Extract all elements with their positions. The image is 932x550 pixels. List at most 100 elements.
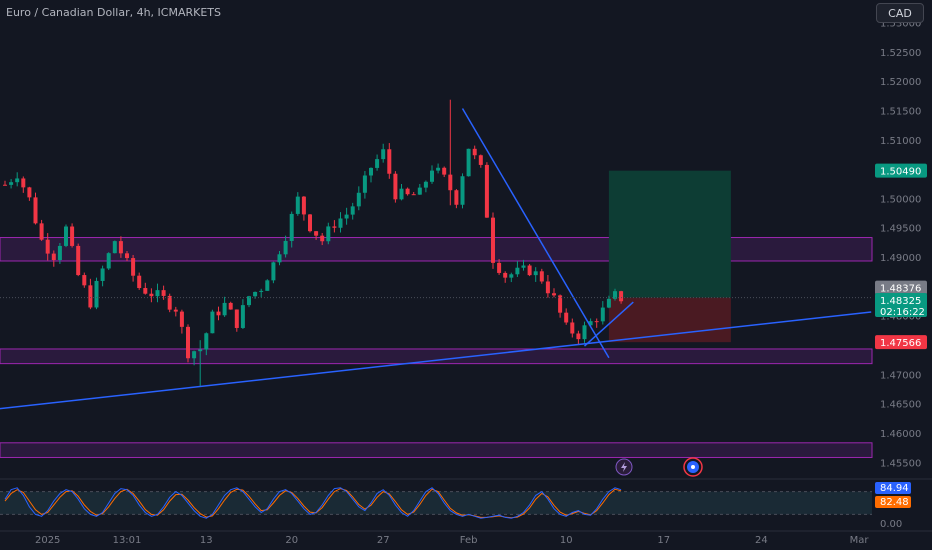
supply-demand-zone: [0, 442, 873, 458]
candle-body: [277, 254, 282, 263]
candle-body: [362, 175, 367, 193]
candle-body: [332, 226, 337, 228]
price-pane[interactable]: [0, 99, 873, 458]
candle-body: [100, 268, 105, 281]
candle-body: [76, 245, 81, 276]
candle-body: [125, 253, 129, 259]
loss-zone: [608, 297, 731, 343]
rsi-band: [0, 491, 872, 515]
candle-body: [210, 311, 215, 334]
candle-body: [558, 295, 563, 313]
candle-body: [381, 149, 386, 160]
last-price-label: 1.48376: [880, 284, 921, 295]
candle-body: [64, 226, 68, 246]
symbol-title: Euro / Canadian Dollar, 4h, ICMARKETS: [6, 6, 221, 19]
candle-body: [3, 184, 7, 186]
candle-body: [39, 223, 44, 240]
currency-button[interactable]: CAD: [876, 3, 924, 23]
candle-body: [442, 167, 447, 175]
candle-body: [515, 267, 520, 275]
time-tick-label: 10: [560, 535, 573, 546]
rsi-tick-label: 0.00: [880, 519, 902, 530]
candle-body: [88, 285, 93, 308]
candle-body: [472, 148, 477, 156]
stop-loss-label-bg: [875, 335, 927, 350]
current-price-label: 1.48325: [880, 296, 921, 307]
candle-body: [82, 275, 87, 286]
candle-body: [619, 291, 624, 302]
candle-body: [106, 253, 111, 269]
price-tick-label: 1.53000: [880, 18, 921, 29]
candle-body: [271, 262, 276, 281]
candle-body: [521, 265, 526, 268]
candle-body: [387, 149, 392, 174]
candle-body: [45, 239, 50, 254]
price-tick-label: 1.52000: [880, 77, 921, 88]
candle-body: [527, 265, 532, 276]
candle-body: [289, 213, 294, 241]
candle-body: [216, 311, 221, 316]
candle-body: [503, 272, 508, 278]
price-tick-label: 1.49000: [880, 253, 921, 264]
price-tick-label: 1.48000: [880, 312, 921, 323]
calendar-event-icon[interactable]: [683, 457, 703, 477]
candle-body: [179, 311, 184, 327]
candle-body: [594, 321, 599, 323]
candle-body: [350, 206, 355, 215]
time-tick-label: 13:01: [113, 535, 142, 546]
candle-body: [393, 173, 398, 200]
candle-body: [491, 217, 495, 263]
time-tick-label: 20: [285, 535, 298, 546]
price-tick-label: 1.46000: [880, 429, 921, 440]
candle-body: [295, 196, 300, 214]
event-icons: [615, 457, 703, 477]
candle-body: [509, 274, 514, 278]
candle-body: [466, 148, 471, 177]
candle-body: [405, 188, 410, 195]
rsi-pane[interactable]: 84.94 82.48 0.00: [0, 478, 932, 530]
candle-body: [131, 258, 136, 276]
candle-body: [283, 240, 288, 255]
candle-body: [308, 214, 312, 232]
candle-body: [57, 245, 62, 261]
lightning-icon[interactable]: [615, 458, 633, 476]
candle-body: [539, 271, 544, 282]
candle-body: [600, 307, 605, 322]
current-price-label-bg: [875, 292, 927, 317]
candle-body: [326, 226, 331, 242]
candle-body: [478, 155, 483, 165]
candle-body: [167, 295, 172, 310]
price-tick-label: 1.45500: [880, 458, 921, 469]
candle-body: [545, 281, 550, 294]
candle-body: [356, 192, 361, 207]
candle-body: [247, 296, 251, 306]
candle-body: [582, 325, 587, 340]
candle-body: [606, 298, 611, 308]
price-tick-label: 1.47000: [880, 370, 921, 381]
candle-body: [454, 190, 459, 205]
time-tick-label: 27: [377, 535, 390, 546]
candle-body: [460, 176, 465, 205]
take-profit-label: 1.50490: [880, 167, 921, 178]
candle-body: [576, 333, 581, 340]
candle-body: [186, 326, 190, 359]
rsi-signal-bg: [875, 496, 911, 508]
candle-body: [173, 309, 178, 312]
price-tick-label: 1.50000: [880, 194, 921, 205]
candle-body: [155, 290, 160, 297]
candle-body: [161, 290, 166, 296]
candle-body: [552, 293, 556, 296]
rsi-signal-label: 82.48: [880, 497, 909, 508]
candle-body: [118, 241, 123, 254]
candle-body: [399, 188, 404, 200]
candle-body: [320, 235, 325, 242]
candle-body: [484, 164, 489, 218]
candle-body: [430, 170, 434, 182]
stop-loss-label: 1.47566: [880, 338, 921, 349]
rsi-value-bg: [875, 482, 911, 494]
time-axis[interactable]: 2025 13:01 13 20 27 Feb 10 17 24 Mar: [0, 530, 932, 546]
price-axis[interactable]: 1.530001.525001.520001.515001.510001.505…: [875, 18, 927, 469]
candle-body: [21, 178, 26, 188]
candle-body: [613, 291, 617, 299]
